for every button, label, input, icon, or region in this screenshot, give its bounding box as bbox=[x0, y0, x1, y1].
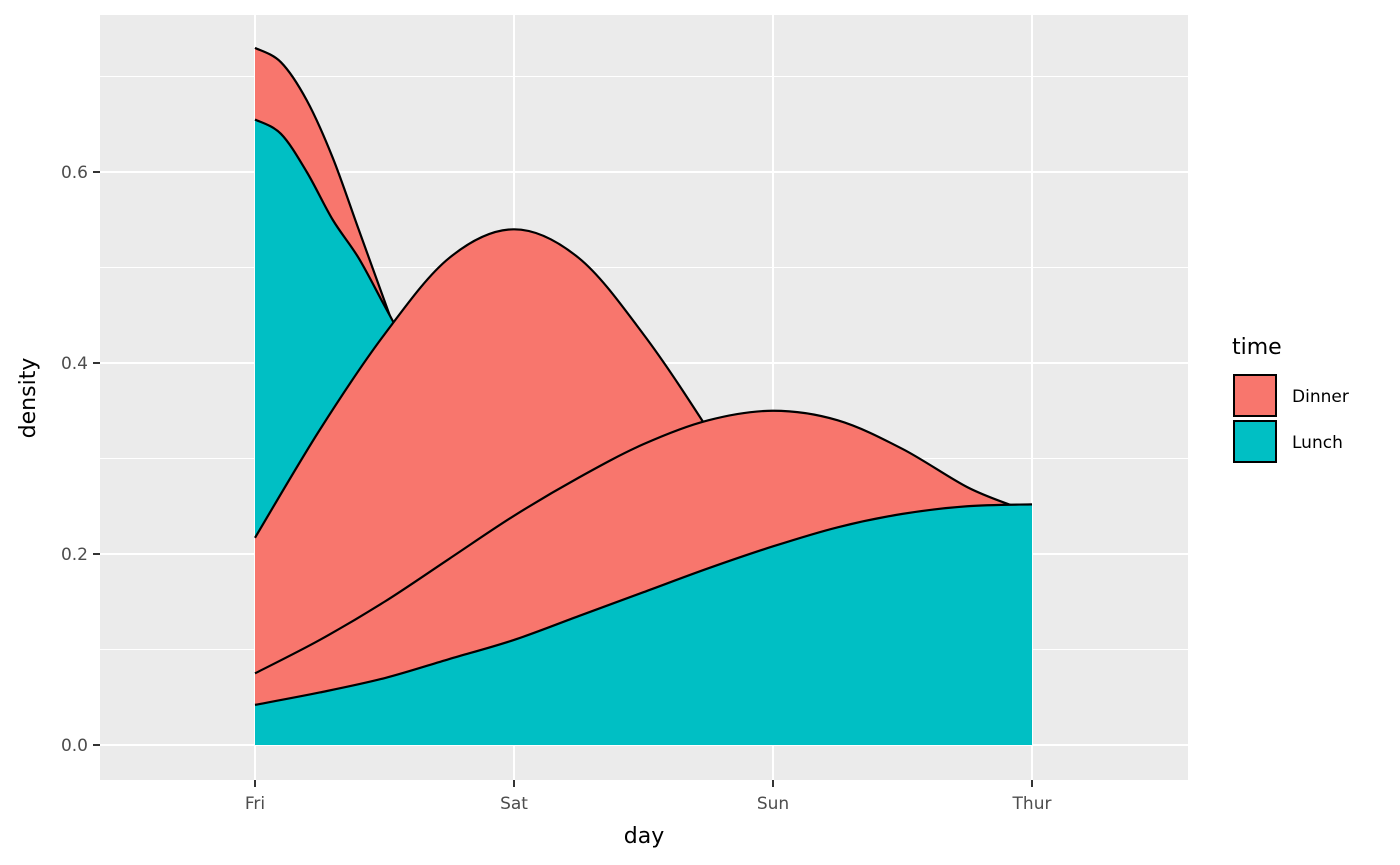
density-outline bbox=[254, 46, 412, 373]
legend-label-lunch: Lunch bbox=[1292, 433, 1343, 453]
x-axis-title: day bbox=[624, 824, 664, 849]
x-axis: Fri Sat Sun Thur bbox=[245, 780, 1052, 814]
x-tick-label: Fri bbox=[245, 794, 265, 814]
y-axis: 0.0 0.2 0.4 0.6 bbox=[61, 163, 100, 756]
density-outline bbox=[254, 503, 1033, 706]
legend-title: time bbox=[1232, 335, 1282, 360]
density-outline bbox=[254, 228, 774, 539]
legend-key-lunch bbox=[1233, 420, 1277, 463]
y-tick-label: 0.0 bbox=[61, 736, 88, 756]
density-outline bbox=[254, 409, 1015, 675]
y-tick-label: 0.6 bbox=[61, 163, 88, 183]
density-outline bbox=[254, 118, 412, 354]
x-tick-label: Thur bbox=[1012, 794, 1052, 814]
legend: time Dinner Lunch bbox=[1232, 335, 1349, 463]
legend-label-dinner: Dinner bbox=[1292, 387, 1349, 407]
y-tick-label: 0.2 bbox=[61, 545, 88, 565]
x-tick-label: Sat bbox=[500, 794, 528, 814]
y-tick-label: 0.4 bbox=[61, 354, 88, 374]
x-tick-label: Sun bbox=[757, 794, 789, 814]
density-areas bbox=[254, 46, 1033, 746]
legend-key-dinner bbox=[1233, 374, 1277, 417]
y-axis-title: density bbox=[16, 358, 41, 439]
density-area-lunch bbox=[255, 504, 1032, 745]
